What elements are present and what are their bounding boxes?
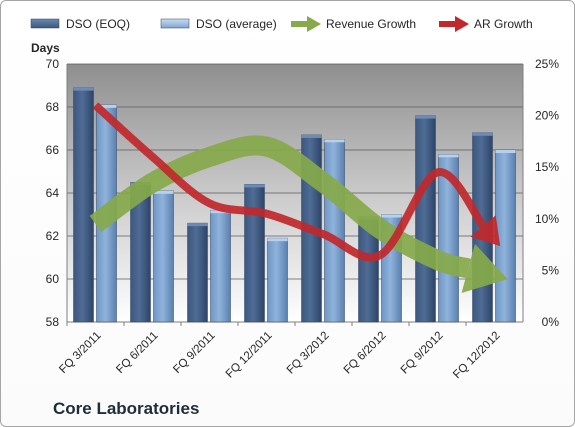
y-tick-label: 64 — [46, 186, 60, 200]
bar-cap — [96, 104, 117, 108]
x-tick-label: FQ 3/2012 — [285, 330, 332, 377]
y-tick-label: 62 — [46, 229, 60, 243]
bar-dso-average — [267, 237, 288, 323]
bar-dso-eoq — [73, 87, 94, 323]
bar-dso-average — [324, 139, 345, 323]
bar-cap — [415, 115, 436, 119]
bar-dso-average — [153, 190, 174, 323]
y-axis-title: Days — [31, 41, 60, 55]
ar-growth-arrowhead — [470, 215, 501, 247]
x-tick-label: FQ 12/2012 — [451, 330, 502, 381]
y-tick-label: 60 — [46, 272, 60, 286]
y2-tick-label: 20% — [535, 109, 559, 123]
x-tick-label: FQ 6/2012 — [342, 330, 389, 377]
x-tick-label: FQ 9/2012 — [399, 330, 446, 377]
bar-cap — [187, 223, 208, 227]
y-tick-label: 70 — [46, 57, 60, 71]
x-tick-label: FQ 9/2011 — [171, 330, 217, 376]
y-tick-label: 68 — [46, 100, 60, 114]
x-tick-label: FQ 3/2011 — [57, 330, 103, 376]
x-tick-label: FQ 12/2011 — [224, 330, 275, 381]
legend-label: DSO (average) — [196, 17, 277, 31]
ar-growth-line — [92, 102, 487, 262]
bar-dso-eoq — [415, 115, 436, 323]
legend: DSO (EOQ) DSO (average) Revenue Growth AR G… — [30, 16, 533, 32]
bar-cap — [153, 190, 174, 194]
revenue-growth-arrowhead — [461, 243, 508, 294]
bar-cap — [438, 154, 459, 158]
y2-tick-label: 5% — [542, 263, 560, 277]
bar-cap — [301, 134, 322, 138]
bar-dso-eoq — [187, 222, 208, 323]
bar-cap — [472, 132, 493, 136]
bar-cap — [324, 139, 345, 143]
bar-cap — [210, 210, 231, 214]
legend-label: AR Growth — [474, 17, 533, 31]
y2-tick-label: 0% — [542, 315, 560, 329]
bar-cap — [73, 87, 94, 91]
bar-cap — [495, 150, 516, 153]
bar-cap — [381, 214, 402, 218]
y2-tick-label: 15% — [535, 160, 559, 174]
bar-dso-eoq — [244, 184, 265, 323]
legend-swatch — [30, 18, 60, 29]
bar-dso-average — [210, 209, 231, 323]
x-tick-label: FQ 6/2011 — [114, 330, 160, 376]
legend-label: Revenue Growth — [326, 17, 416, 31]
y-tick-label: 66 — [46, 143, 60, 157]
bar-cap — [244, 184, 265, 188]
y2-tick-label: 10% — [535, 212, 559, 226]
revenue-growth-line — [89, 135, 471, 279]
bar-cap — [267, 238, 288, 242]
legend-swatch — [160, 18, 190, 29]
legend-arrowhead — [455, 16, 469, 32]
legend-label: DSO (EOQ) — [66, 17, 130, 31]
legend-arrowhead — [307, 16, 321, 32]
y2-tick-label: 25% — [535, 57, 559, 71]
y-tick-label: 58 — [46, 315, 60, 329]
company-title: Core Laboratories — [53, 399, 200, 418]
